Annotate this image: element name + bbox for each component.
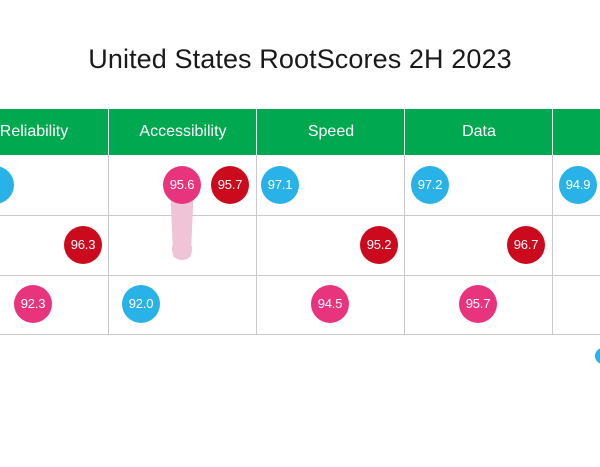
column-header-5 — [553, 109, 600, 155]
score-dot-speed-row2: 95.2 — [360, 226, 398, 264]
header-divider — [108, 109, 109, 155]
chart-title: United States RootScores 2H 2023 — [88, 44, 512, 74]
column-header-reliability: Reliability — [0, 123, 69, 140]
column-header-data: Data — [462, 123, 496, 140]
score-dot-accessibility-row3: 92.0 — [122, 285, 160, 323]
grid-column-line — [404, 155, 405, 335]
score-dot-data-row1: 97.2 — [411, 166, 449, 204]
header-divider — [552, 109, 553, 155]
score-dot-col5-row1: 94.9 — [559, 166, 597, 204]
column-header-speed: Speed — [307, 123, 355, 140]
score-dot-reliability-row3: 92.3 — [14, 285, 52, 323]
grid-column-line — [552, 155, 553, 335]
score-dot-accessibility-row1-b: 95.7 — [211, 166, 249, 204]
column-header-accessibility: Accessibility — [139, 123, 227, 140]
score-dot-speed-row1: 97.1 — [261, 166, 299, 204]
header-divider — [404, 109, 405, 155]
grid-column-line — [108, 155, 109, 335]
score-dot-reliability-row2: 96.3 — [64, 226, 102, 264]
grid-row-line — [0, 275, 600, 276]
grid-row-line — [0, 334, 600, 335]
score-dot-data-row3: 95.7 — [459, 285, 497, 323]
header-divider — [256, 109, 257, 155]
header-bar — [0, 109, 600, 155]
score-dot-data-row2: 96.7 — [507, 226, 545, 264]
score-dot-accessibility-row1-a: 95.6 — [163, 166, 201, 204]
score-dot-speed-row3: 94.5 — [311, 285, 349, 323]
movement-trail-end — [172, 246, 192, 260]
grid-column-line — [256, 155, 257, 335]
grid-row-line — [0, 215, 600, 216]
legend-dot-partial — [595, 348, 600, 364]
score-dot-reliability-row1 — [0, 166, 14, 204]
